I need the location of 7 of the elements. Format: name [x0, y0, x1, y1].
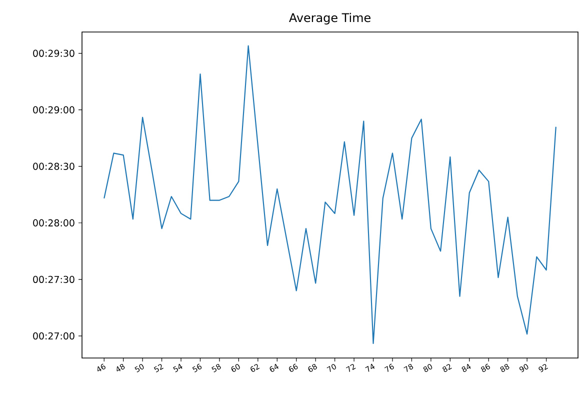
y-tick-label: 00:29:00	[33, 106, 74, 114]
y-tick-label: 00:28:30	[33, 162, 74, 170]
y-tick-label: 00:27:30	[33, 276, 74, 284]
y-tick-label: 00:28:00	[33, 219, 74, 226]
y-tick-label: 00:27:00	[33, 332, 74, 340]
chart-title: Average Time	[289, 12, 370, 24]
y-tick-label: 00:29:30	[33, 50, 74, 57]
